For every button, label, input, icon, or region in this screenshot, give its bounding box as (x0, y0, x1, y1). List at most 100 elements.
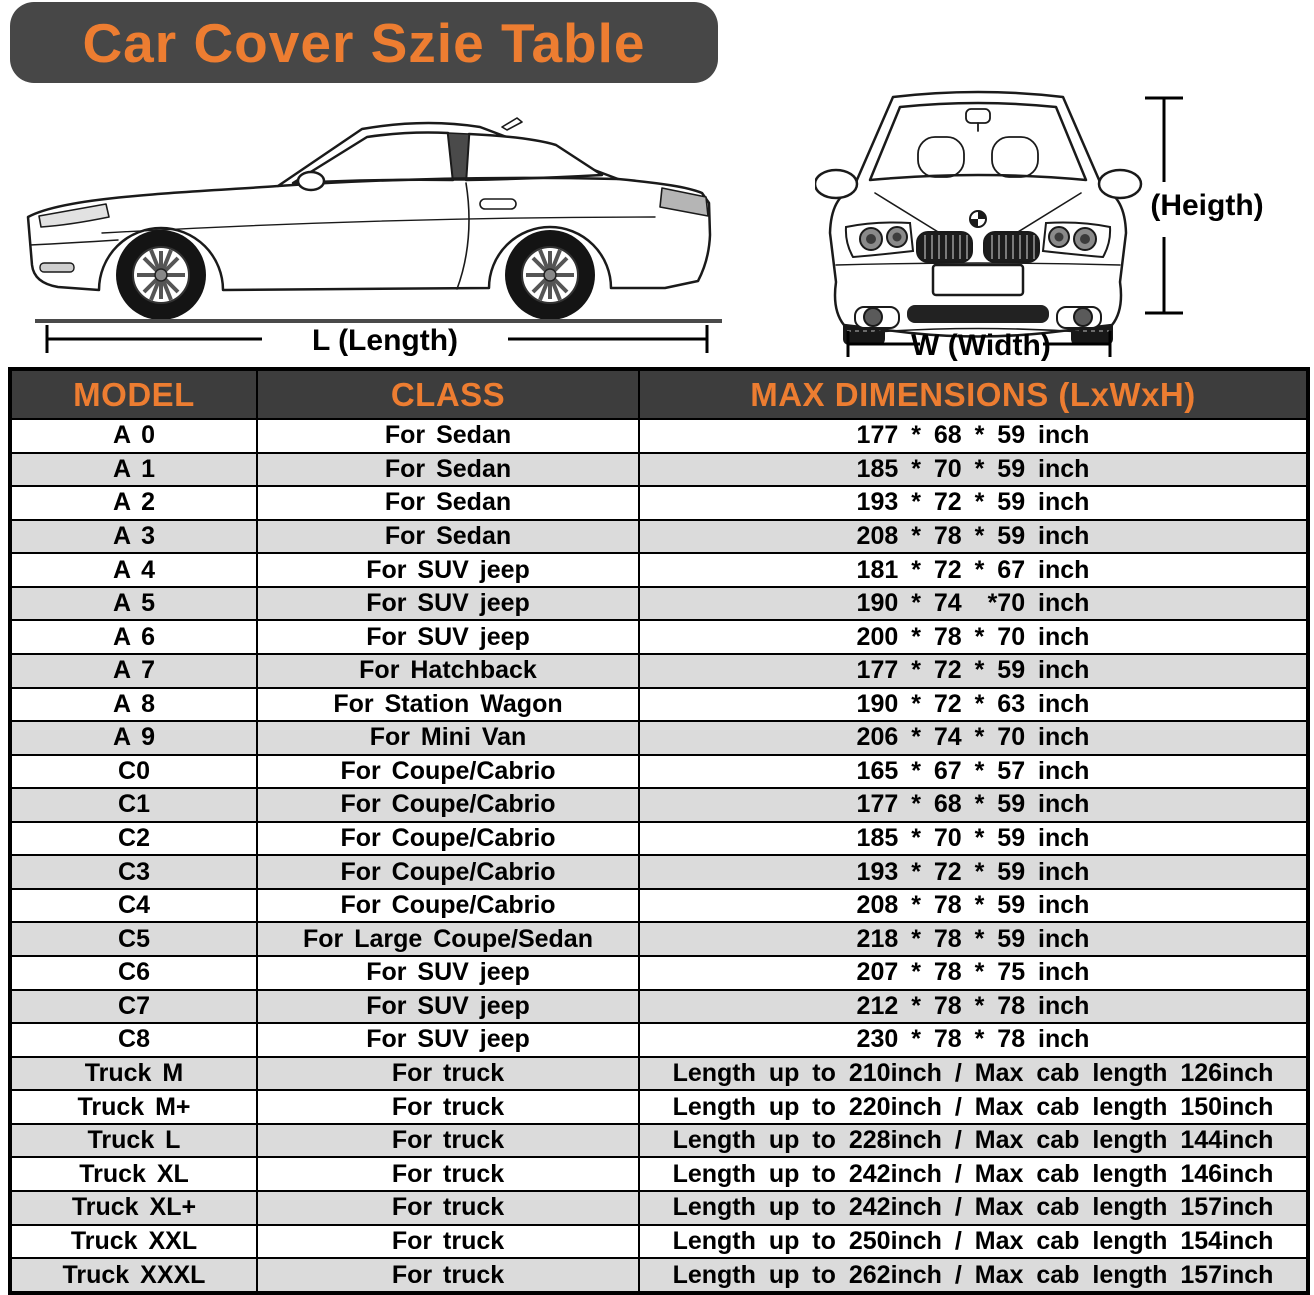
table-row: C5 For Large Coupe/Sedan 218 * 78 * 59 i… (9, 921, 1309, 957)
cell-class: For truck (256, 1122, 640, 1159)
table-row: C0 For Coupe/Cabrio 165 * 67 * 57 inch (9, 753, 1309, 790)
cell-dims: 206 * 74 * 70 inch (638, 720, 1309, 756)
cell-class: For truck (256, 1223, 640, 1260)
table-row: A 4 For SUV jeep 181 * 72 * 67 inch (9, 552, 1309, 588)
cell-class: For Sedan (256, 418, 640, 454)
cell-model: C7 (9, 988, 258, 1025)
cell-dims: Length up to 242inch / Max cab length 15… (638, 1189, 1309, 1226)
cell-dims: 218 * 78 * 59 inch (638, 921, 1309, 957)
cell-class: For Mini Van (256, 720, 640, 756)
cell-class: For SUV jeep (256, 988, 640, 1025)
height-label: (Heigth) (1150, 189, 1263, 222)
cell-model: C0 (9, 753, 258, 790)
cell-class: For Sedan (256, 518, 640, 555)
cell-dims: 190 * 74 *70 inch (638, 585, 1309, 622)
table-row: Truck M+ For truck Length up to 220inch … (9, 1089, 1309, 1125)
table-row: A 5 For SUV jeep 190 * 74 *70 inch (9, 585, 1309, 622)
cell-dims: 230 * 78 * 78 inch (638, 1022, 1309, 1058)
cell-model: Truck XXL (9, 1223, 258, 1260)
cell-class: For Coupe/Cabrio (256, 887, 640, 924)
table-row: A 7 For Hatchback 177 * 72 * 59 inch (9, 652, 1309, 689)
cell-model: Truck XL (9, 1156, 258, 1192)
cell-dims: 165 * 67 * 57 inch (638, 753, 1309, 790)
cell-model: Truck M+ (9, 1089, 258, 1125)
cell-class: For truck (256, 1257, 640, 1294)
cell-dims: Length up to 242inch / Max cab length 14… (638, 1156, 1309, 1192)
table-row: A 2 For Sedan 193 * 72 * 59 inch (9, 485, 1309, 521)
cell-model: A 9 (9, 720, 258, 756)
cell-model: Truck L (9, 1122, 258, 1159)
cell-dims: Length up to 228inch / Max cab length 14… (638, 1122, 1309, 1159)
cell-dims: 177 * 72 * 59 inch (638, 652, 1309, 689)
cell-class: For SUV jeep (256, 1022, 640, 1058)
size-table: MODEL CLASS MAX DIMENSIONS (LxWxH) A 0 F… (8, 367, 1310, 1295)
table-row: A 6 For SUV jeep 200 * 78 * 70 inch (9, 619, 1309, 655)
cell-model: Truck XXXL (9, 1257, 258, 1294)
width-label: W (Width) (911, 329, 1051, 362)
cell-class: For truck (256, 1156, 640, 1192)
lower-intake (854, 305, 1102, 329)
table-row: Truck M For truck Length up to 210inch /… (9, 1055, 1309, 1092)
cell-dims: 185 * 70 * 59 inch (638, 451, 1309, 488)
cell-class: For Coupe/Cabrio (256, 820, 640, 857)
cell-model: C1 (9, 787, 258, 823)
cell-model: C6 (9, 955, 258, 991)
cell-class: For SUV jeep (256, 552, 640, 588)
table-row: A 1 For Sedan 185 * 70 * 59 inch (9, 451, 1309, 488)
table-row: A 9 For Mini Van 206 * 74 * 70 inch (9, 720, 1309, 756)
table-row: C6 For SUV jeep 207 * 78 * 75 inch (9, 955, 1309, 991)
cell-dims: Length up to 210inch / Max cab length 12… (638, 1055, 1309, 1092)
table-row: C7 For SUV jeep 212 * 78 * 78 inch (9, 988, 1309, 1025)
cell-dims: 177 * 68 * 59 inch (638, 418, 1309, 454)
cell-class: For Sedan (256, 485, 640, 521)
cell-class: For Coupe/Cabrio (256, 854, 640, 890)
table-row: Truck L For truck Length up to 228inch /… (9, 1122, 1309, 1159)
cell-model: A 4 (9, 552, 258, 588)
cell-model: A 0 (9, 418, 258, 454)
cell-class: For Station Wagon (256, 686, 640, 723)
cell-model: A 2 (9, 485, 258, 521)
title-banner: Car Cover Szie Table (10, 2, 718, 83)
table-row: Truck XXL For truck Length up to 250inch… (9, 1223, 1309, 1260)
headlights (844, 221, 1112, 259)
cell-dims: 193 * 72 * 59 inch (638, 854, 1309, 890)
cell-dims: Length up to 262inch / Max cab length 15… (638, 1257, 1309, 1294)
table-row: C3 For Coupe/Cabrio 193 * 72 * 59 inch (9, 854, 1309, 890)
cell-model: C5 (9, 921, 258, 957)
cell-dims: 200 * 78 * 70 inch (638, 619, 1309, 655)
rear-wheel (505, 230, 595, 320)
cell-model: A 7 (9, 652, 258, 689)
table-header-row: MODEL CLASS MAX DIMENSIONS (LxWxH) (9, 368, 1309, 420)
cell-dims: Length up to 250inch / Max cab length 15… (638, 1223, 1309, 1260)
cell-model: C3 (9, 854, 258, 890)
header-dimensions: MAX DIMENSIONS (LxWxH) (638, 368, 1309, 420)
page-title: Car Cover Szie Table (82, 11, 646, 74)
length-dimension (45, 325, 709, 353)
cell-class: For truck (256, 1189, 640, 1226)
cell-dims: 212 * 78 * 78 inch (638, 988, 1309, 1025)
cell-dims: 208 * 78 * 59 inch (638, 887, 1309, 924)
cell-model: A 8 (9, 686, 258, 723)
table-row: C8 For SUV jeep 230 * 78 * 78 inch (9, 1022, 1309, 1058)
cell-model: Truck XL+ (9, 1189, 258, 1226)
cell-dims: 208 * 78 * 59 inch (638, 518, 1309, 555)
table-row: C4 For Coupe/Cabrio 208 * 78 * 59 inch (9, 887, 1309, 924)
header-model: MODEL (9, 368, 258, 420)
cell-dims: 181 * 72 * 67 inch (638, 552, 1309, 588)
cell-model: C8 (9, 1022, 258, 1058)
table-row: A 3 For Sedan 208 * 78 * 59 inch (9, 518, 1309, 555)
table-row: C2 For Coupe/Cabrio 185 * 70 * 59 inch (9, 820, 1309, 857)
cell-dims: Length up to 220inch / Max cab length 15… (638, 1089, 1309, 1125)
cell-model: Truck M (9, 1055, 258, 1092)
cell-model: A 1 (9, 451, 258, 488)
cell-model: C2 (9, 820, 258, 857)
grille (916, 231, 1040, 263)
cell-model: A 5 (9, 585, 258, 622)
front-wheel (116, 230, 206, 320)
cell-class: For truck (256, 1089, 640, 1125)
cell-model: A 6 (9, 619, 258, 655)
table-row: C1 For Coupe/Cabrio 177 * 68 * 59 inch (9, 787, 1309, 823)
side-view-car-illustration: L (Length) (26, 117, 722, 357)
cell-dims: 193 * 72 * 59 inch (638, 485, 1309, 521)
table-row: Truck XL+ For truck Length up to 242inch… (9, 1189, 1309, 1226)
